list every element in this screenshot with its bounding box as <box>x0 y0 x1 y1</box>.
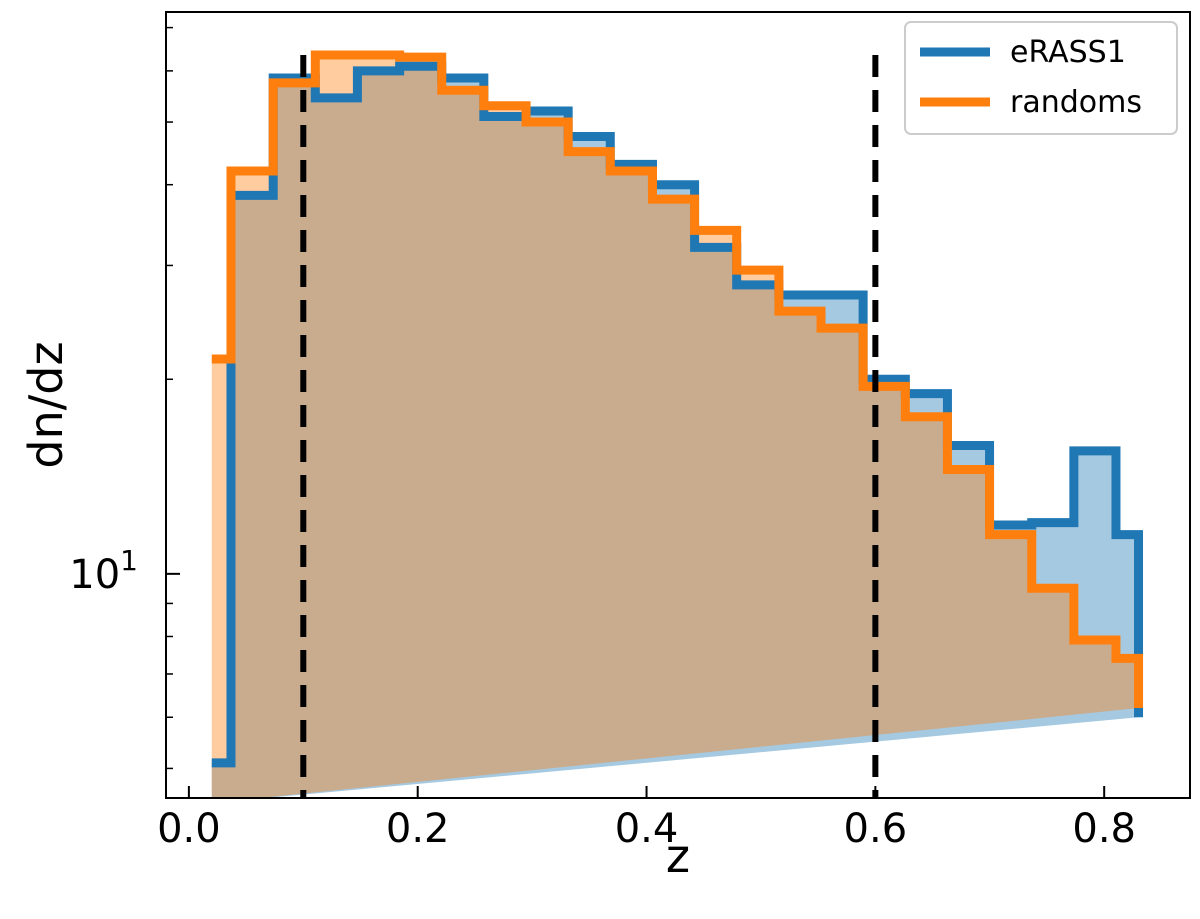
series-line-0 <box>211 61 1144 768</box>
axes-frame <box>165 11 1191 799</box>
x-axis-label: z <box>666 829 690 883</box>
y-tick-exponent: 1 <box>120 544 138 577</box>
x-tick-label: 0.0 <box>157 806 221 852</box>
x-tick-label: 0.2 <box>386 806 450 852</box>
x-tick-label: 0.6 <box>844 806 908 852</box>
y-tick-label: 101 <box>69 544 138 598</box>
x-tick-label: 0.8 <box>1072 806 1136 852</box>
series-fill-1 <box>211 54 1139 798</box>
y-axis-ticks: 101 <box>69 26 180 770</box>
legend: eRASS1 randoms <box>904 21 1178 135</box>
x-axis-ticks: 0.0 0.2 0.4 0.6 0.8 <box>157 786 1136 852</box>
x-tick-label: 0.4 <box>615 806 679 852</box>
legend-label: eRASS1 <box>1010 35 1126 70</box>
series-fill-0 <box>211 66 1139 798</box>
series-line-1 <box>211 50 1144 709</box>
y-axis-label: dn/dz <box>19 341 73 468</box>
plot-area <box>211 50 1144 798</box>
legend-label: randoms <box>1010 85 1142 120</box>
